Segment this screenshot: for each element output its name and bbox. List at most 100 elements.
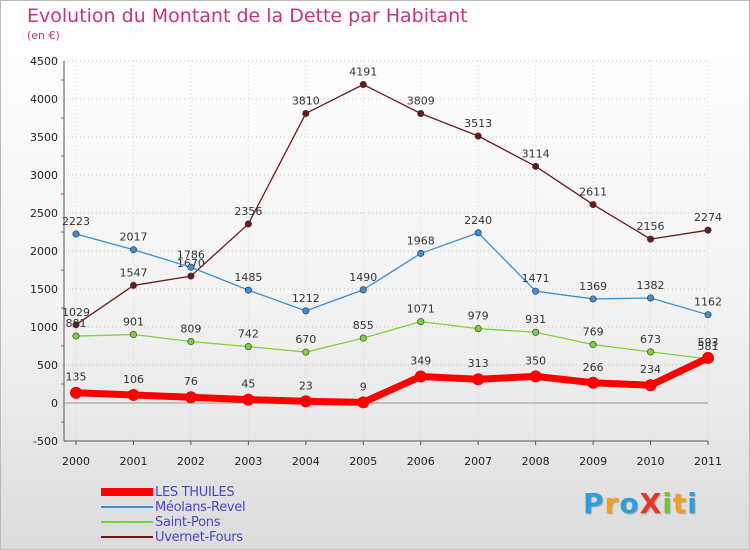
data-point-les-thuiles — [529, 370, 542, 383]
data-label-uvernet-fours: 3810 — [292, 94, 320, 107]
data-point-uvernet-fours — [589, 201, 597, 209]
data-point-saint-pons — [129, 331, 137, 339]
data-point-uvernet-fours — [302, 109, 310, 117]
data-label-uvernet-fours: 1029 — [62, 306, 90, 319]
y-tick-label: 3000 — [30, 169, 58, 182]
data-label-saint-pons: 670 — [295, 333, 316, 346]
data-point-uvernet-fours — [72, 321, 80, 329]
chart-title: Evolution du Montant de la Dette par Hab… — [27, 5, 468, 27]
series-line-uvernet-fours — [75, 83, 709, 326]
data-label-saint-pons: 901 — [123, 316, 144, 329]
data-label-uvernet-fours: 2611 — [579, 186, 607, 199]
x-tick-label: 2007 — [464, 455, 492, 468]
data-label-meolans-revel: 2223 — [62, 215, 90, 228]
data-point-les-thuiles — [242, 393, 255, 406]
data-label-meolans-revel: 1485 — [234, 271, 262, 284]
data-label-saint-pons: 769 — [583, 326, 604, 339]
data-label-meolans-revel: 1471 — [522, 272, 550, 285]
data-point-saint-pons — [244, 343, 252, 351]
data-point-uvernet-fours — [474, 132, 482, 140]
data-point-uvernet-fours — [532, 162, 540, 170]
legend-label: LES THUILES — [155, 485, 235, 500]
x-tick-label: 2001 — [119, 455, 147, 468]
data-point-les-thuiles — [184, 391, 197, 404]
data-label-saint-pons: 931 — [525, 313, 546, 326]
data-label-les-thuiles: 135 — [66, 371, 87, 384]
data-point-saint-pons — [359, 334, 367, 342]
data-point-meolans-revel — [129, 246, 137, 254]
data-point-saint-pons — [589, 341, 597, 349]
data-point-meolans-revel — [589, 295, 597, 303]
data-point-uvernet-fours — [187, 272, 195, 280]
x-tick-label: 2009 — [579, 455, 607, 468]
data-label-meolans-revel: 1212 — [292, 292, 320, 305]
brand-letter: i — [662, 487, 673, 520]
data-label-les-thuiles: 9 — [360, 380, 367, 393]
data-point-saint-pons — [302, 348, 310, 356]
data-label-les-thuiles: 23 — [299, 379, 313, 392]
x-tick-label: 2004 — [292, 455, 320, 468]
legend-swatch — [101, 521, 153, 523]
legend-swatch — [101, 536, 153, 538]
data-label-les-thuiles: 349 — [410, 354, 431, 367]
data-label-les-thuiles: 45 — [241, 378, 255, 391]
data-label-uvernet-fours: 2356 — [234, 205, 262, 218]
data-point-les-thuiles — [127, 388, 140, 401]
data-label-uvernet-fours: 2274 — [694, 211, 722, 224]
y-tick-label: 4500 — [30, 55, 58, 68]
legend-label: Méolans-Revel — [155, 500, 246, 515]
data-label-saint-pons: 855 — [353, 319, 374, 332]
data-point-meolans-revel — [72, 230, 80, 238]
data-point-meolans-revel — [187, 263, 195, 271]
y-tick-label: 1000 — [30, 321, 58, 334]
y-tick-label: 500 — [37, 359, 58, 372]
data-label-meolans-revel: 1382 — [637, 279, 665, 292]
data-point-les-thuiles — [644, 379, 657, 392]
x-tick-label: 2008 — [522, 455, 550, 468]
data-label-les-thuiles: 76 — [184, 375, 198, 388]
data-label-uvernet-fours: 3513 — [464, 117, 492, 130]
y-tick-label: 2500 — [30, 207, 58, 220]
data-point-meolans-revel — [302, 307, 310, 315]
data-point-uvernet-fours — [129, 281, 137, 289]
data-point-meolans-revel — [417, 249, 425, 257]
data-label-les-thuiles: 234 — [640, 363, 661, 376]
data-label-meolans-revel: 1490 — [349, 271, 377, 284]
y-tick-label: 2000 — [30, 245, 58, 258]
data-point-les-thuiles — [357, 396, 370, 409]
data-label-saint-pons: 979 — [468, 310, 489, 323]
data-point-les-thuiles — [414, 370, 427, 383]
data-point-meolans-revel — [244, 286, 252, 294]
chart-subtitle: (en €) — [27, 29, 60, 42]
legend-swatch — [101, 488, 153, 496]
data-point-meolans-revel — [359, 286, 367, 294]
data-point-les-thuiles — [472, 373, 485, 386]
x-tick-label: 2003 — [234, 455, 262, 468]
data-label-uvernet-fours: 3114 — [522, 147, 550, 160]
data-point-meolans-revel — [474, 229, 482, 237]
data-point-uvernet-fours — [417, 110, 425, 118]
data-label-uvernet-fours: 1670 — [177, 257, 205, 270]
data-point-uvernet-fours — [244, 220, 252, 228]
data-label-saint-pons: 809 — [180, 323, 201, 336]
data-point-saint-pons — [474, 325, 482, 333]
x-tick-label: 2011 — [694, 455, 722, 468]
series-line-les-thuiles — [72, 354, 712, 406]
data-label-saint-pons: 673 — [640, 333, 661, 346]
data-label-uvernet-fours: 2156 — [637, 220, 665, 233]
data-point-uvernet-fours — [359, 80, 367, 88]
brand-letter: t — [672, 487, 688, 520]
data-label-uvernet-fours: 4191 — [349, 65, 377, 78]
data-label-uvernet-fours: 3809 — [407, 95, 435, 108]
brand-letter: X — [639, 487, 663, 520]
x-tick-label: 2005 — [349, 455, 377, 468]
data-point-meolans-revel — [647, 294, 655, 302]
data-label-meolans-revel: 1786 — [177, 248, 205, 261]
data-point-les-thuiles — [702, 351, 714, 364]
data-label-meolans-revel: 2240 — [464, 214, 492, 227]
brand-letter: i — [687, 487, 698, 520]
x-tick-label: 2002 — [177, 455, 205, 468]
y-tick-label: 4000 — [30, 93, 58, 106]
